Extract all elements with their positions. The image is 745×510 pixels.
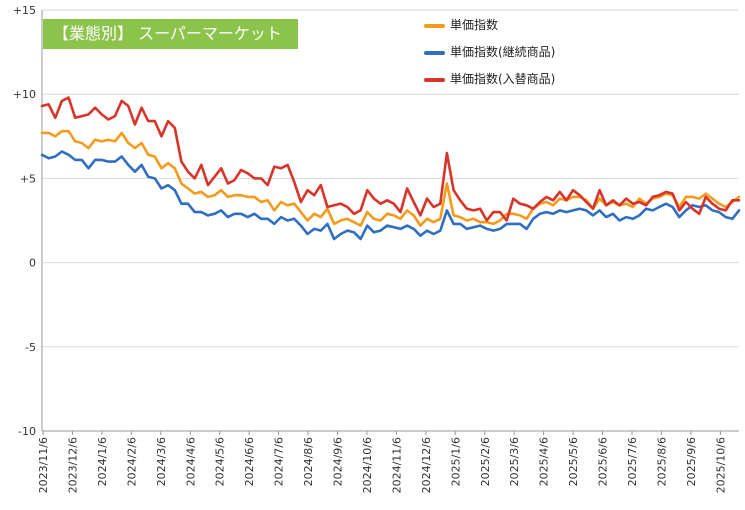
y-tick-label: +10 (13, 88, 36, 101)
series-line-1 (40, 150, 741, 241)
series-line-0 (40, 129, 741, 227)
y-tick-label: -10 (18, 425, 36, 438)
x-tick-label: 2025/10/6 (714, 437, 727, 493)
legend-swatch-blue (424, 51, 445, 55)
x-tick-label: 2025/8/6 (655, 437, 668, 486)
legend-swatch-orange (424, 24, 445, 28)
series-lines (40, 96, 741, 241)
legend-item-replaced-products: 単価指数(入替商品) (424, 70, 555, 97)
x-tick-label: 2025/3/6 (508, 437, 521, 486)
x-tick-label: 2024/9/6 (332, 437, 345, 486)
legend-swatch-red (424, 78, 445, 82)
x-tick-label: 2025/1/6 (449, 437, 462, 486)
series-line-2 (40, 96, 741, 222)
x-tick-label: 2024/3/6 (155, 437, 168, 486)
y-tick-label: -5 (25, 341, 36, 354)
x-tick-label: 2024/6/6 (243, 437, 256, 486)
y-tick-label: +5 (20, 172, 36, 185)
x-tick-label: 2025/4/6 (538, 437, 551, 486)
x-tick-label: 2025/6/6 (597, 437, 610, 486)
x-tick-label: 2024/11/6 (390, 437, 403, 493)
x-tick-label: 2025/5/6 (567, 437, 580, 486)
y-tick-label: 0 (29, 257, 36, 270)
x-tick-label: 2024/10/6 (361, 437, 374, 493)
legend: 単価指数 単価指数(継続商品) 単価指数(入替商品) (424, 16, 555, 97)
x-tick-label: 2024/4/6 (184, 437, 197, 486)
x-tick-label: 2023/12/6 (66, 437, 79, 493)
x-tick-label: 2025/7/6 (626, 437, 639, 486)
x-tick-label: 2024/8/6 (302, 437, 315, 486)
x-tick-label: 2024/2/6 (125, 437, 138, 486)
x-tick-label: 2024/7/6 (273, 437, 286, 486)
x-tick-label: 2024/1/6 (96, 437, 109, 486)
legend-item-unit-price-index: 単価指数 (424, 16, 555, 43)
x-axis: 2023/11/6 2023/12/6 2024/1/6 2024/2/6 2024/3… (37, 430, 739, 493)
chart-badge: 【業態別】 スーパーマーケット (43, 19, 298, 49)
x-tick-label: 2025/2/6 (479, 437, 492, 486)
legend-label: 単価指数(入替商品) (450, 72, 556, 86)
y-axis: +15 +10 +5 0 -5 -10 (13, 4, 43, 438)
y-tick-label: +15 (13, 4, 36, 17)
x-tick-label: 2024/12/6 (420, 437, 433, 493)
x-tick-label: 2023/11/6 (37, 437, 50, 493)
legend-item-continuing-products: 単価指数(継続商品) (424, 43, 555, 70)
legend-label: 単価指数(継続商品) (450, 45, 556, 59)
x-tick-label: 2024/5/6 (214, 437, 227, 486)
x-tick-label: 2025/9/6 (685, 437, 698, 486)
legend-label: 単価指数 (450, 18, 499, 32)
gridlines (42, 9, 739, 432)
